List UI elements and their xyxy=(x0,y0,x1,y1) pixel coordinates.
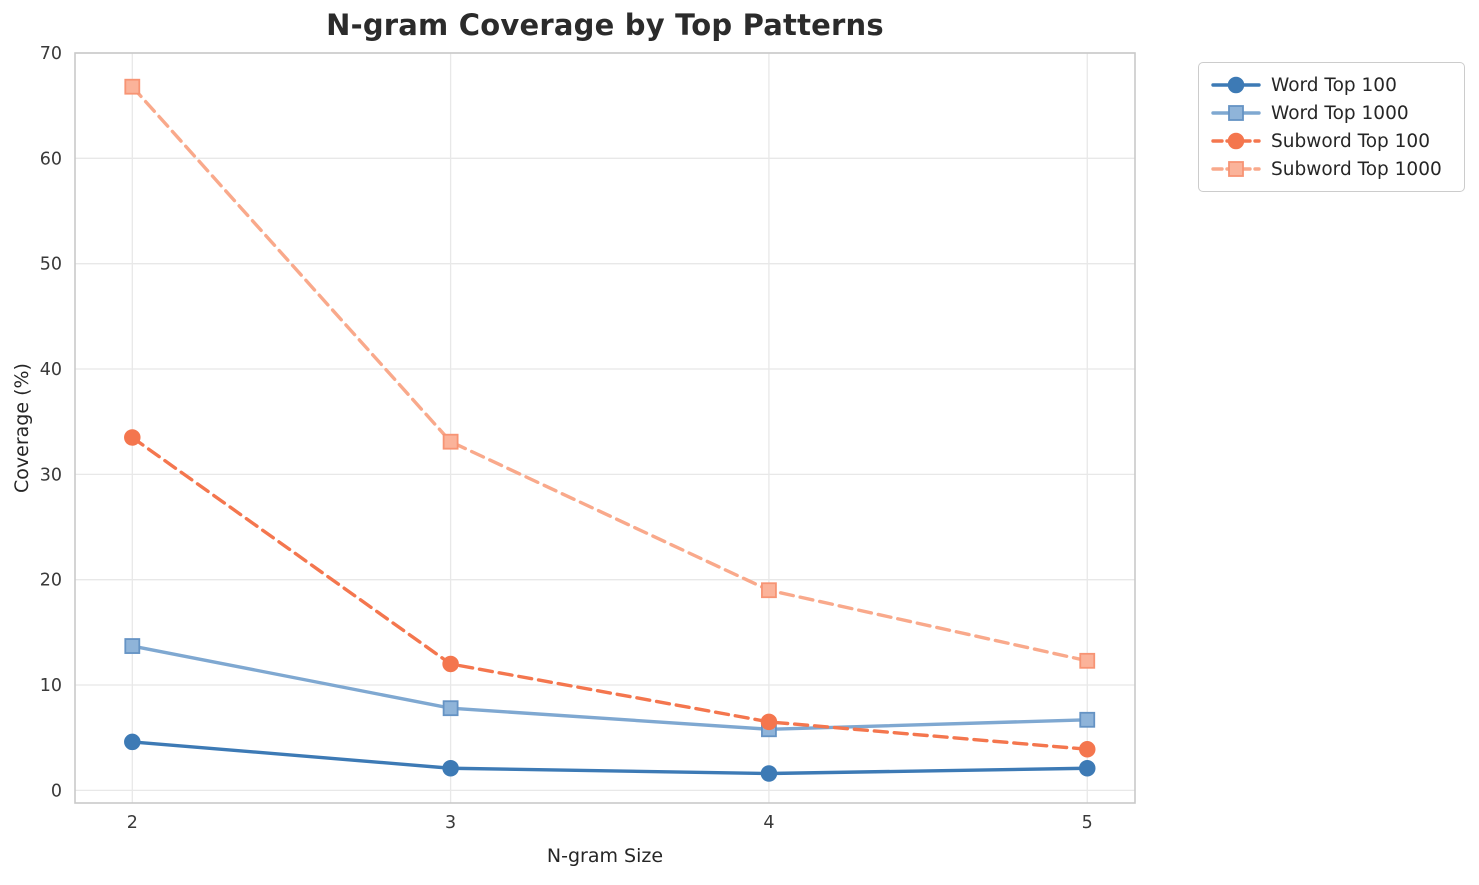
y-tick-label: 0 xyxy=(51,781,62,801)
data-point-subword-top-100-x4 xyxy=(760,713,778,731)
data-point-word-top-1000-x3 xyxy=(442,700,459,717)
legend-marker-word-top-100 xyxy=(1227,76,1245,94)
chart-title: N-gram Coverage by Top Patterns xyxy=(326,8,884,42)
legend-sample-word-top-1000 xyxy=(1211,105,1261,121)
series-line-subword-top-1000 xyxy=(130,85,1089,663)
y-tick-label: 50 xyxy=(40,255,62,275)
y-tick-label: 70 xyxy=(40,44,62,64)
data-point-subword-top-100-x3 xyxy=(442,655,459,673)
legend-label: Subword Top 100 xyxy=(1271,130,1430,152)
data-point-subword-top-100-x5 xyxy=(1079,741,1096,758)
legend: Word Top 100 Word Top 1000 Subword Top 100… xyxy=(1198,62,1465,192)
x-tick-label: 3 xyxy=(445,813,456,833)
data-point-subword-top-1000-x5 xyxy=(1079,652,1096,669)
series-line-subword-top-100 xyxy=(130,435,1089,751)
x-tick-label: 4 xyxy=(763,813,774,833)
legend-marker-subword-top-1000 xyxy=(1228,161,1244,177)
plot-border xyxy=(74,52,1136,804)
data-point-word-top-100-x4 xyxy=(760,765,778,782)
data-point-word-top-100-x3 xyxy=(442,759,459,777)
y-axis-label: Coverage (%) xyxy=(11,363,33,493)
legend-item-word-top-100: Word Top 100 xyxy=(1211,72,1452,98)
y-tick-label: 40 xyxy=(40,360,62,380)
legend-marker-word-top-1000 xyxy=(1228,105,1244,121)
series-line-word-top-100 xyxy=(130,740,1089,776)
data-point-word-top-100-x2 xyxy=(124,733,141,751)
data-point-subword-top-100-x2 xyxy=(124,429,141,446)
data-point-subword-top-1000-x4 xyxy=(761,582,777,599)
legend-item-word-top-1000: Word Top 1000 xyxy=(1211,100,1452,126)
y-tick-label: 60 xyxy=(40,149,62,169)
series-line-word-top-1000 xyxy=(130,644,1089,731)
legend-label: Subword Top 1000 xyxy=(1271,158,1442,180)
data-point-word-top-100-x5 xyxy=(1079,759,1096,777)
data-point-word-top-1000-x2 xyxy=(124,638,141,654)
legend-label: Word Top 1000 xyxy=(1271,102,1409,124)
legend-sample-subword-top-1000 xyxy=(1211,161,1261,177)
data-point-subword-top-1000-x3 xyxy=(442,433,459,450)
data-point-subword-top-1000-x2 xyxy=(124,78,141,95)
legend-marker-subword-top-100 xyxy=(1227,132,1245,150)
legend-label: Word Top 100 xyxy=(1271,74,1397,96)
x-tick-label: 2 xyxy=(127,813,138,833)
y-tick-label: 20 xyxy=(40,571,62,591)
legend-sample-word-top-100 xyxy=(1211,76,1261,94)
x-axis-label: N-gram Size xyxy=(546,845,664,867)
legend-sample-subword-top-100 xyxy=(1211,132,1261,150)
y-tick-label: 10 xyxy=(40,676,62,696)
legend-item-subword-top-100: Subword Top 100 xyxy=(1211,128,1452,154)
x-tick-label: 5 xyxy=(1082,813,1093,833)
data-point-word-top-1000-x5 xyxy=(1079,711,1096,728)
legend-item-subword-top-1000: Subword Top 1000 xyxy=(1211,156,1452,182)
y-tick-label: 30 xyxy=(40,465,62,485)
